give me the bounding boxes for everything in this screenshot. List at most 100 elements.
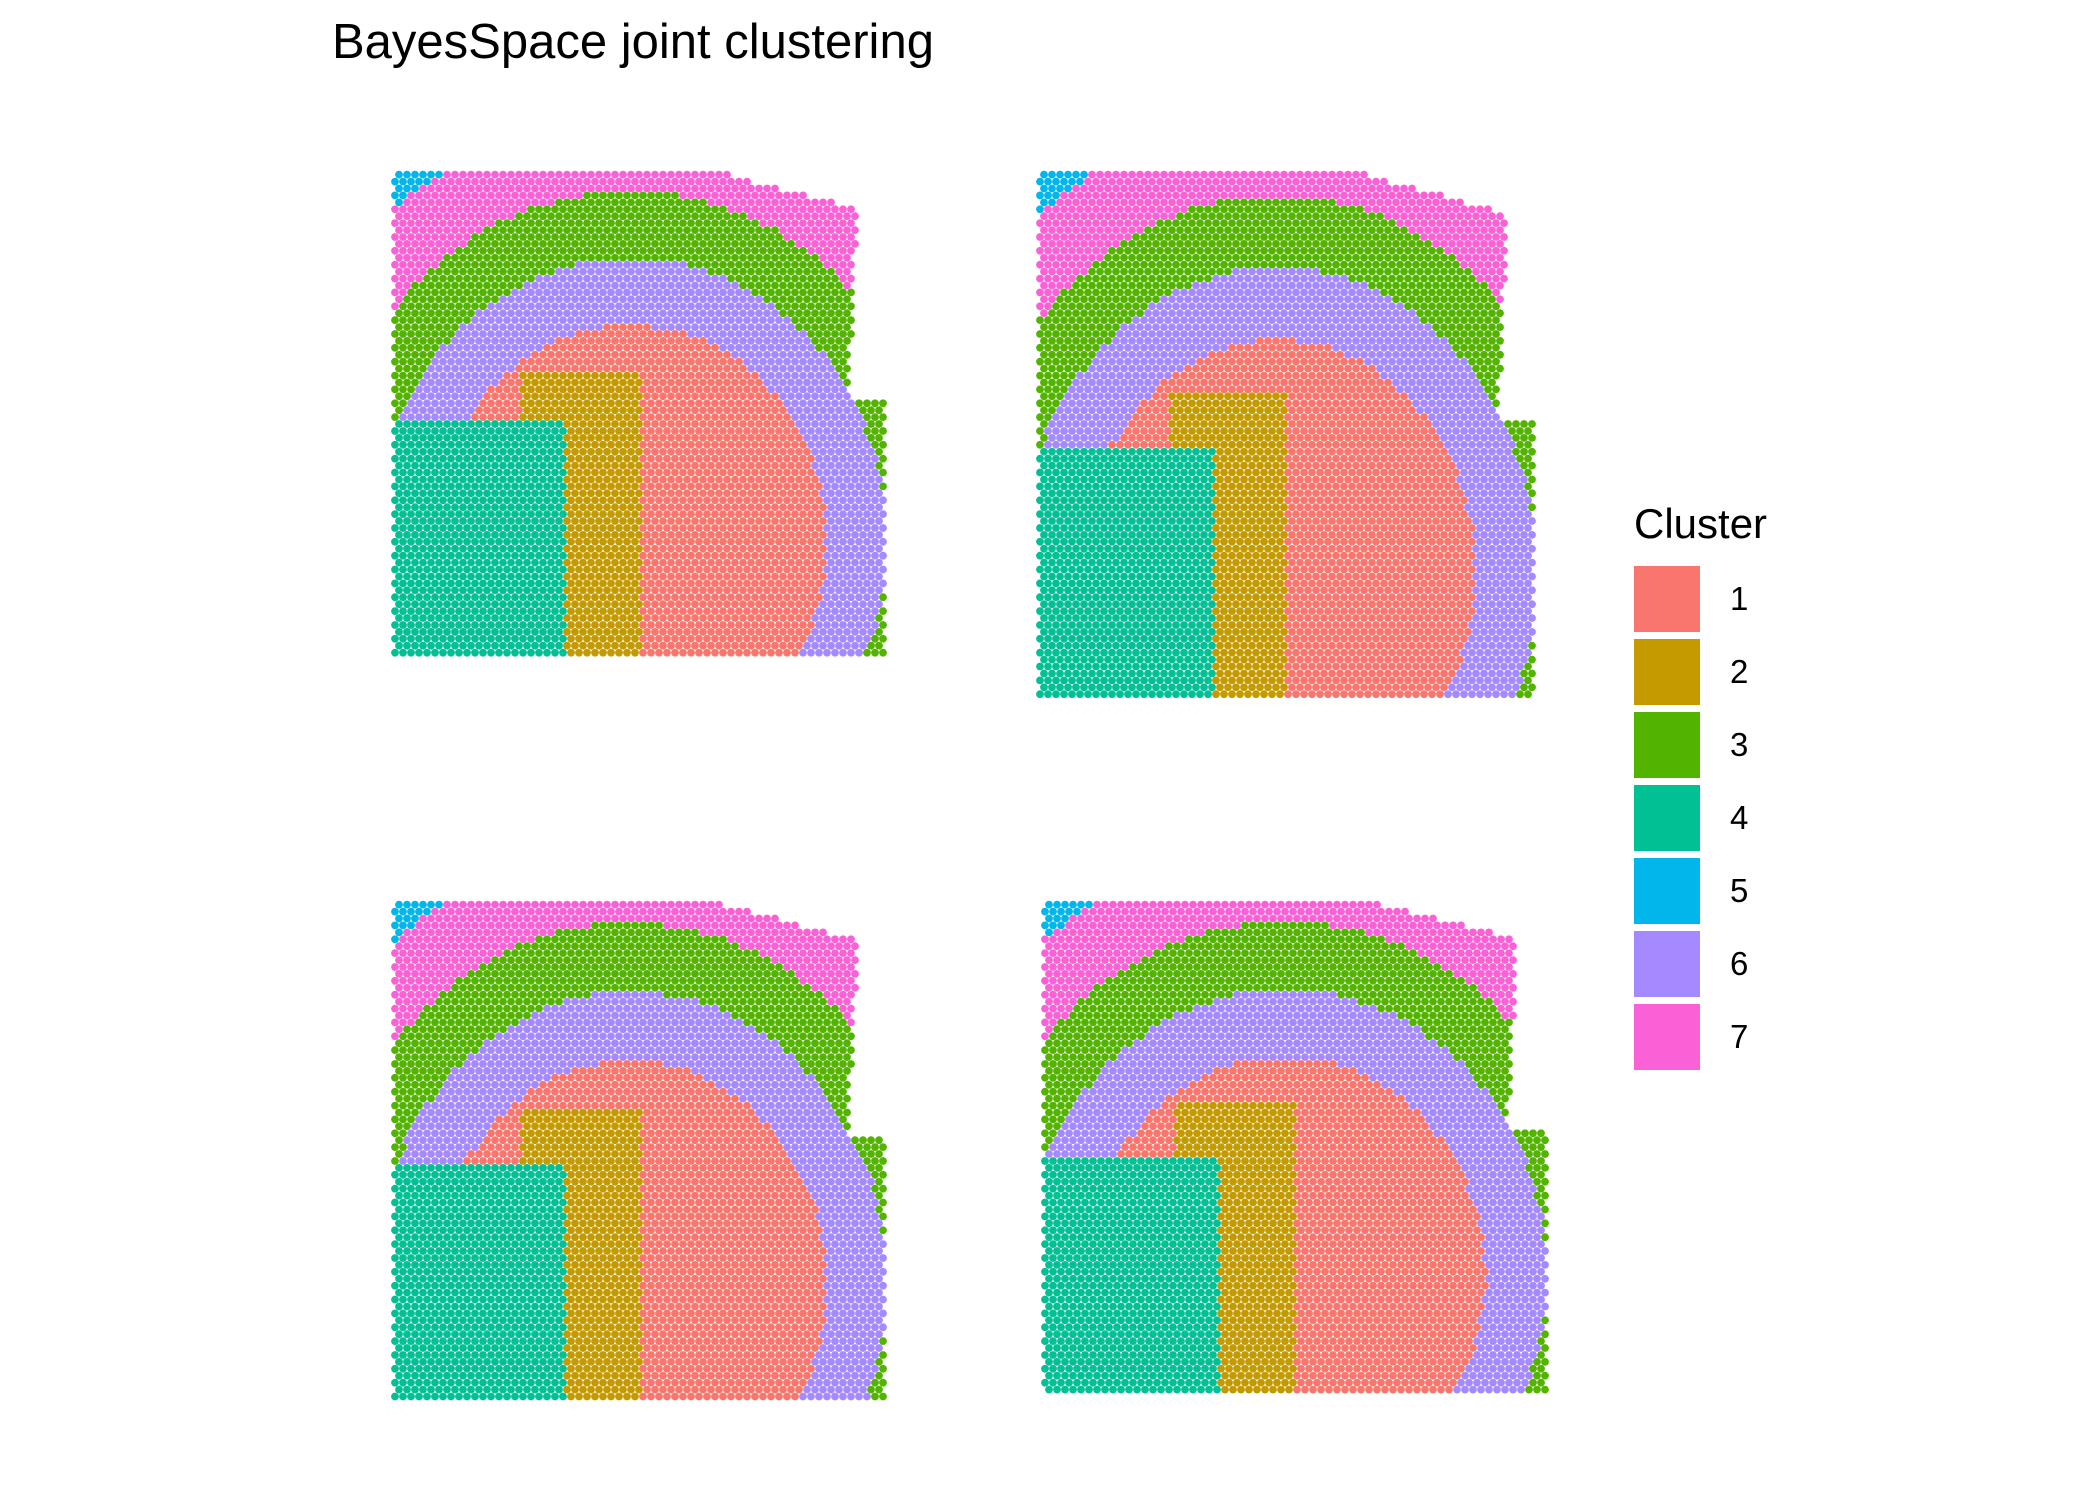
spot-cluster-7 xyxy=(1492,260,1500,269)
spot-cluster-7 xyxy=(1464,240,1472,248)
spot-cluster-3 xyxy=(555,240,563,248)
spot-cluster-6 xyxy=(871,593,879,602)
spot-cluster-7 xyxy=(471,219,479,228)
spot-cluster-7 xyxy=(411,212,419,221)
spot-cluster-6 xyxy=(759,357,767,366)
spot-cluster-2 xyxy=(627,572,635,581)
spot-cluster-1 xyxy=(711,648,719,657)
spot-cluster-7 xyxy=(1488,267,1496,276)
spot-cluster-7 xyxy=(1320,184,1328,193)
spot-cluster-1 xyxy=(803,614,811,622)
spot-cluster-1 xyxy=(675,586,683,595)
spot-cluster-1 xyxy=(727,593,735,602)
spot-cluster-6 xyxy=(639,260,647,269)
spot-cluster-3 xyxy=(643,226,651,235)
spot-cluster-7 xyxy=(491,198,499,207)
spot-cluster-1 xyxy=(719,496,727,505)
spot-cluster-3 xyxy=(1424,267,1432,276)
spot-cluster-2 xyxy=(575,440,583,449)
spot-cluster-7 xyxy=(523,170,531,179)
spot-cluster-1 xyxy=(555,337,563,345)
spot-cluster-1 xyxy=(515,392,523,401)
spot-cluster-1 xyxy=(731,420,739,428)
spot-cluster-3 xyxy=(1136,267,1144,276)
spot-cluster-6 xyxy=(467,364,475,373)
spot-cluster-1 xyxy=(767,496,775,505)
spot-cluster-3 xyxy=(639,191,647,200)
spot-cluster-1 xyxy=(551,357,559,366)
spot-cluster-3 xyxy=(455,246,463,255)
spot-cluster-7 xyxy=(1480,226,1488,235)
spot-cluster-3 xyxy=(1380,219,1388,228)
spot-cluster-4 xyxy=(535,551,543,560)
spot-cluster-6 xyxy=(827,558,835,567)
spot-cluster-1 xyxy=(755,641,763,650)
spot-cluster-1 xyxy=(607,357,615,366)
spot-cluster-7 xyxy=(703,191,711,200)
spot-cluster-3 xyxy=(763,240,771,248)
spot-cluster-1 xyxy=(751,524,759,532)
spot-cluster-1 xyxy=(511,413,519,421)
spot-cluster-4 xyxy=(447,427,455,435)
spot-cluster-1 xyxy=(647,399,655,408)
spot-cluster-2 xyxy=(591,482,599,491)
spot-cluster-6 xyxy=(559,288,567,297)
spot-cluster-6 xyxy=(515,295,523,304)
spot-cluster-7 xyxy=(1128,212,1136,221)
spot-cluster-1 xyxy=(703,413,711,421)
spot-cluster-7 xyxy=(1428,191,1436,200)
spot-cluster-1 xyxy=(671,427,679,435)
spot-cluster-4 xyxy=(403,558,411,567)
spot-cluster-1 xyxy=(687,634,695,643)
spot-cluster-1 xyxy=(811,558,819,567)
spot-cluster-4 xyxy=(535,482,543,491)
spot-cluster-2 xyxy=(619,572,627,581)
spot-cluster-4 xyxy=(495,454,503,463)
spot-cluster-6 xyxy=(567,274,575,283)
spot-cluster-6 xyxy=(831,468,839,477)
spot-cluster-7 xyxy=(1152,170,1160,179)
spot-cluster-3 xyxy=(391,413,399,421)
spot-cluster-6 xyxy=(823,399,831,408)
spot-cluster-2 xyxy=(567,385,575,394)
spot-cluster-6 xyxy=(823,593,831,602)
spot-cluster-7 xyxy=(495,191,503,200)
spot-cluster-2 xyxy=(619,586,627,595)
spot-cluster-2 xyxy=(591,648,599,657)
spot-cluster-1 xyxy=(699,350,707,359)
spot-cluster-3 xyxy=(1172,260,1180,269)
spot-cluster-6 xyxy=(803,406,811,415)
spot-cluster-4 xyxy=(551,468,559,477)
spot-cluster-3 xyxy=(1340,246,1348,255)
spot-cluster-3 xyxy=(443,295,451,304)
spot-cluster-7 xyxy=(1428,219,1436,228)
spot-cluster-1 xyxy=(711,454,719,463)
spot-cluster-2 xyxy=(563,600,571,609)
spot-cluster-7 xyxy=(1140,177,1148,186)
spot-cluster-1 xyxy=(747,503,755,512)
spot-cluster-7 xyxy=(1412,219,1420,228)
spot-cluster-1 xyxy=(683,420,691,428)
spot-cluster-3 xyxy=(1204,246,1212,255)
spot-cluster-6 xyxy=(539,295,547,304)
spot-cluster-4 xyxy=(451,628,459,636)
spot-cluster-2 xyxy=(559,371,567,380)
spot-cluster-1 xyxy=(687,607,695,615)
spot-cluster-4 xyxy=(519,468,527,477)
spot-cluster-6 xyxy=(503,343,511,352)
spot-cluster-4 xyxy=(395,572,403,581)
spot-cluster-7 xyxy=(1168,170,1176,179)
spot-cluster-7 xyxy=(1192,198,1200,207)
spot-cluster-3 xyxy=(467,253,475,262)
spot-cluster-6 xyxy=(767,316,775,324)
spot-cluster-4 xyxy=(523,517,531,525)
spot-cluster-3 xyxy=(1328,226,1336,235)
spot-cluster-4 xyxy=(463,440,471,449)
spot-cluster-6 xyxy=(767,302,775,311)
spot-cluster-4 xyxy=(523,489,531,498)
spot-cluster-3 xyxy=(1164,274,1172,283)
spot-cluster-6 xyxy=(787,350,795,359)
spot-cluster-6 xyxy=(675,295,683,304)
spot-cluster-7 xyxy=(423,191,431,200)
spot-cluster-6 xyxy=(827,572,835,581)
